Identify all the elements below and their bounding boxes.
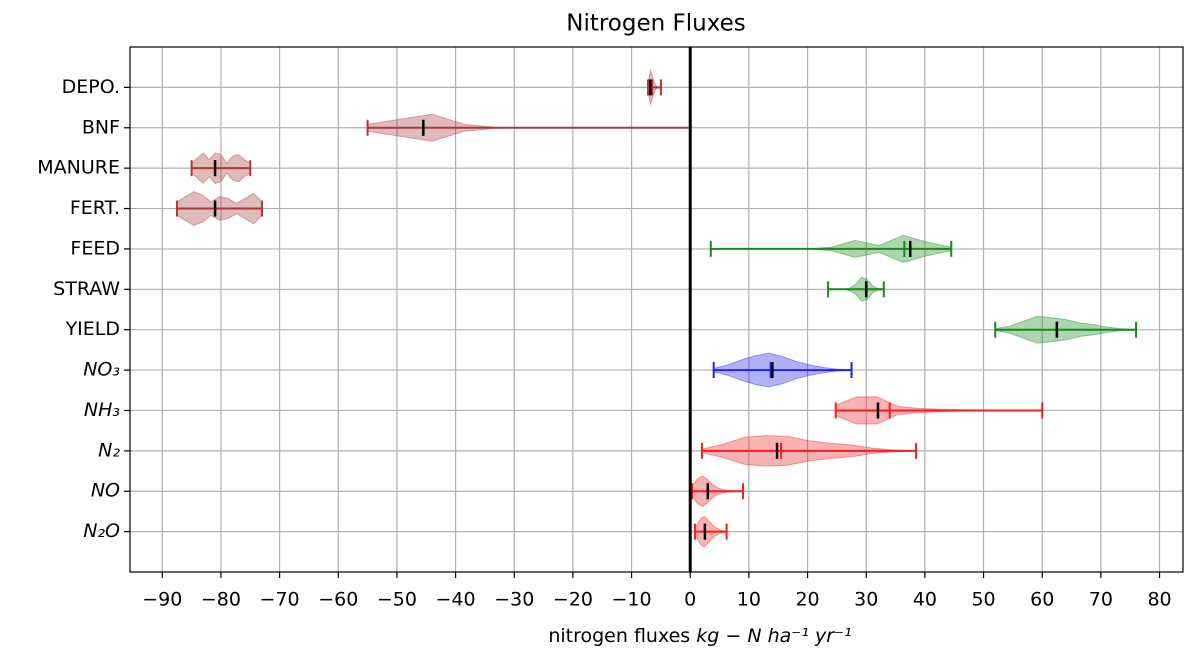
y-tick-label: FERT. xyxy=(70,197,120,219)
y-tick-label: NO₃ xyxy=(83,359,120,381)
x-axis-label-units: kg − N ha⁻¹ yr⁻¹ xyxy=(696,625,851,647)
x-tick-label: 30 xyxy=(854,589,878,611)
x-tick-label: 60 xyxy=(1030,589,1054,611)
x-tick-label: −60 xyxy=(318,589,358,611)
y-tick-label: N₂O xyxy=(83,520,120,542)
y-tick-label: BNF xyxy=(82,116,120,138)
x-tick-label: 40 xyxy=(913,589,937,611)
plot-frame xyxy=(129,46,1184,573)
y-tick-label: DEPO. xyxy=(62,76,120,98)
x-tick-label: −20 xyxy=(553,589,593,611)
y-tick-label: N₂ xyxy=(98,439,120,461)
x-tick-label: −90 xyxy=(142,589,182,611)
chart-title: Nitrogen Fluxes xyxy=(566,11,746,37)
y-tick-label: NO xyxy=(91,480,120,502)
x-axis-label: nitrogen fluxes kg − N ha⁻¹ yr⁻¹ xyxy=(548,625,851,647)
x-tick-label: 70 xyxy=(1089,589,1113,611)
y-tick-label: YIELD xyxy=(65,318,120,340)
y-tick-label: NH₃ xyxy=(84,399,120,421)
x-tick-label: 50 xyxy=(971,589,995,611)
x-tick-label: 10 xyxy=(737,589,761,611)
y-tick-label: STRAW xyxy=(53,278,120,300)
x-tick-label: −30 xyxy=(494,589,534,611)
x-tick-label: 0 xyxy=(684,589,696,611)
x-tick-label: −50 xyxy=(377,589,417,611)
x-axis-label-text: nitrogen fluxes xyxy=(548,625,690,647)
x-tick-label: −80 xyxy=(201,589,241,611)
x-tick-label: −40 xyxy=(436,589,476,611)
x-tick-label: 20 xyxy=(795,589,819,611)
y-tick-label: FEED xyxy=(70,237,120,259)
x-tick-label: 80 xyxy=(1147,589,1171,611)
y-tick-label: MANURE xyxy=(37,157,120,179)
x-tick-label: −70 xyxy=(260,589,300,611)
x-tick-label: −10 xyxy=(612,589,652,611)
